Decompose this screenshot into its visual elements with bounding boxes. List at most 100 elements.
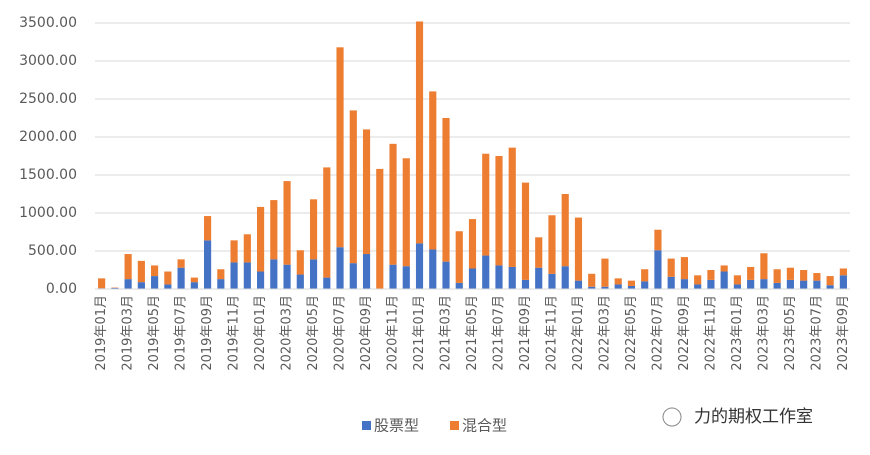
bar-segment [362,129,371,255]
bar-segment [588,273,596,287]
bar-segment [164,271,172,285]
bar-segment [747,266,755,280]
y-tick-label: 2000.00 [19,129,77,145]
x-tick-label: 2021年05月 [465,295,480,371]
bar-segment [336,247,344,289]
bar-segment [826,285,834,289]
bar-segment [521,279,530,289]
x-tick-label: 2020年03月 [280,295,295,371]
bar-segment [680,257,689,280]
x-tick-label: 2023年09月 [836,295,851,371]
bar-segment [270,259,278,289]
bar-segment [256,206,265,272]
x-tick-label: 2022年09月 [677,295,692,371]
bar-segment [124,254,132,280]
bar-segment [760,253,768,280]
bar-segment [574,280,583,289]
bar-segment [243,262,251,289]
bar-segment [694,275,702,285]
bar-segment [402,266,410,289]
x-tick-label: 2019年09月 [200,295,215,371]
bar-segment [694,284,702,289]
bar-segment [839,268,847,276]
bar-segment [349,263,357,289]
bar-segment [389,143,397,265]
bar-segment [151,265,159,277]
y-tick-label: 3000.00 [19,53,77,69]
bar-segment [296,274,304,289]
y-tick-label: 1000.00 [19,205,77,221]
bar-segment [760,279,768,289]
bar-segment [813,273,821,281]
x-tick-label: 2019年11月 [227,295,242,371]
y-tick-label: 500.00 [28,243,77,259]
bar-segment [535,237,543,268]
bar-segment [574,217,583,281]
bar-segment [707,279,715,289]
bar-segment [442,118,450,262]
bar-segment [190,277,198,283]
x-tick-label: 2019年01月 [94,295,109,371]
x-tick-label: 2020年11月 [386,295,401,371]
bar-segment [720,271,728,289]
bar-segment [164,284,172,289]
x-tick-label: 2019年07月 [174,295,189,371]
watermark: 力的期权工作室 [694,407,813,427]
bar-segment [747,279,755,289]
bar-segment [535,267,543,289]
x-tick-label: 2023年03月 [756,295,771,371]
bar-segment [270,200,278,260]
bar-segment [468,219,477,269]
x-tick-label: 2022年11月 [703,295,718,371]
bar-segment [495,265,503,289]
bar-segment [601,258,609,287]
x-tick-label: 2023年07月 [809,295,824,371]
bar-segment [376,168,384,289]
legend-swatch [450,421,459,430]
bar-segment [323,277,331,289]
y-tick-label: 0.00 [46,281,77,297]
bar-segment [336,47,344,248]
x-tick-label: 2020年07月 [333,295,348,371]
bar-segment [521,182,530,280]
bar-segment [641,269,649,282]
x-tick-label: 2019年05月 [147,295,162,371]
x-tick-label: 2022年07月 [650,295,665,371]
x-tick-label: 2021年11月 [544,295,559,371]
bar-segment [230,262,238,289]
x-tick-label: 2021年09月 [518,295,533,371]
bar-segment [323,167,331,278]
bar-segment [826,276,834,286]
bar-segment [349,110,357,264]
x-tick-label: 2021年03月 [439,295,454,371]
bar-segment [720,265,728,272]
bar-segment [614,284,622,289]
bar-segment [800,280,808,289]
bar-segment [482,153,490,256]
bar-segment [508,147,516,267]
legend-swatch [362,421,371,430]
bar-segment [482,255,490,289]
bar-segment [508,266,516,289]
bar-segment [217,279,225,289]
bar-segment [455,282,463,289]
bar-segment [230,240,238,263]
bar-segment [773,282,781,289]
bar-segment [654,250,662,289]
bar-segment [455,231,463,283]
bar-segment [309,199,318,260]
x-tick-label: 2022年01月 [571,295,586,371]
bar-segment [548,273,556,289]
bar-segment [561,266,569,289]
bar-segment [296,250,304,275]
y-tick-label: 3500.00 [19,15,77,31]
x-tick-label: 2020年09月 [359,295,374,371]
bar-segment [177,267,185,289]
bar-segment [614,278,622,285]
bar-segment [309,259,318,289]
bar-segment [256,271,265,289]
bar-segment [839,275,847,289]
bar-segment [137,260,145,283]
bar-segment [137,282,145,289]
